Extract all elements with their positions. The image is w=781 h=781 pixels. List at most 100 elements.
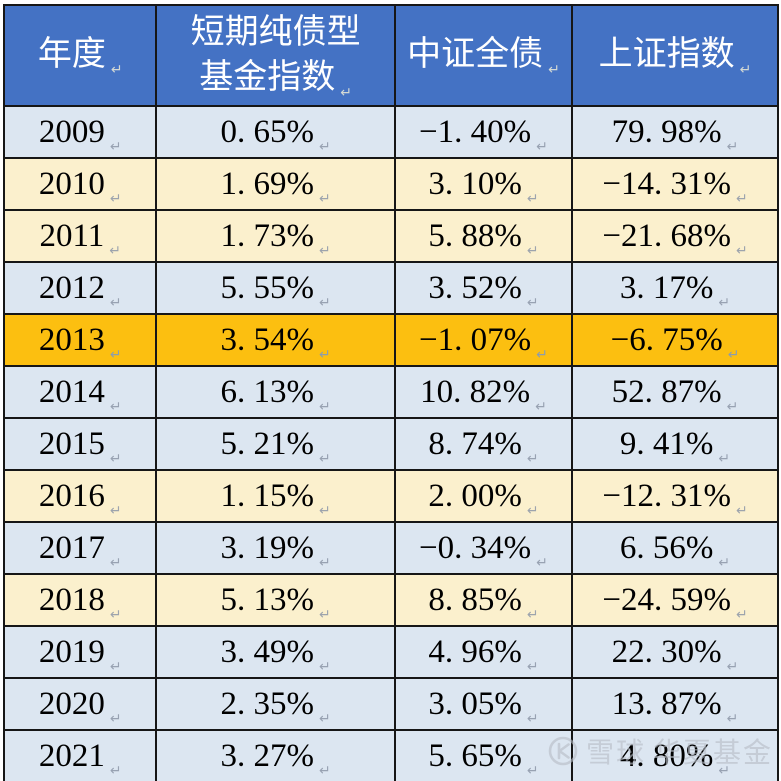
paragraph-mark-icon: ↵ [739,62,752,79]
value-text: 3. 05% [428,685,522,722]
value-cell: 5. 65% ↵ [393,729,574,781]
paragraph-mark-icon: ↵ [548,62,560,79]
table-row: 2014 ↵ 6. 13% ↵ 10. 82% ↵ 52. 87% ↵ [2,365,779,419]
value-cell: 5. 88% ↵ [393,209,574,263]
table-row: 2018 ↵ 5. 13% ↵ 8. 85% ↵ −24. 59% ↵ [2,573,779,627]
paragraph-mark-icon: ↵ [109,398,122,415]
paragraph-mark-icon: ↵ [726,138,739,155]
paragraph-mark-icon: ↵ [109,502,122,519]
value-cell: 3. 19% ↵ [155,521,396,575]
header-row: 年度 ↵ 短期纯债型 基金指数 ↵ 中证全债 ↵ 上证指数 ↵ [2,4,779,107]
value-cell: 4. 96% ↵ [393,625,574,679]
value-cell: 1. 73% ↵ [155,209,396,263]
paragraph-mark-icon: ↵ [526,242,539,259]
value-text: 22. 30% [611,633,722,670]
year-cell: 2010 ↵ [2,157,158,211]
paragraph-mark-icon: ↵ [735,242,748,259]
value-cell: −1. 40% ↵ [393,105,574,159]
year-cell: 2018 ↵ [2,573,158,627]
paragraph-mark-icon: ↵ [319,242,331,259]
value-text: 4. 96% [428,633,522,670]
value-text: 5. 65% [428,737,522,774]
paragraph-mark-icon: ↵ [526,294,539,311]
table-row: 2017 ↵ 3. 19% ↵ −0. 34% ↵ 6. 56% ↵ [2,521,779,575]
year-text: 2017 [38,529,105,566]
value-cell: −12. 31% ↵ [571,469,779,523]
value-cell: −14. 31% ↵ [571,157,779,211]
paragraph-mark-icon: ↵ [109,346,122,363]
year-cell: 2020 ↵ [2,677,158,731]
table-row: 2013 ↵ 3. 54% ↵ −1. 07% ↵ −6. 75% ↵ [2,313,779,367]
paragraph-mark-icon: ↵ [718,294,731,311]
paragraph-mark-icon: ↵ [109,450,122,467]
year-cell: 2009 ↵ [2,105,158,159]
value-text: 3. 19% [220,529,315,566]
value-cell: −1. 07% ↵ [393,313,574,367]
value-text: 5. 88% [428,217,522,254]
paragraph-mark-icon: ↵ [727,346,740,363]
value-text: 9. 41% [619,425,714,462]
year-text: 2015 [38,425,105,462]
paragraph-mark-icon: ↵ [109,710,122,727]
year-text: 2019 [38,633,105,670]
value-cell: −21. 68% ↵ [571,209,779,263]
paragraph-mark-icon: ↵ [109,242,121,259]
year-text: 2010 [38,165,105,202]
value-text: 8. 74% [428,425,522,462]
value-cell: −6. 75% ↵ [571,313,779,367]
value-text: 10. 82% [420,373,531,410]
value-cell: 13. 87% ↵ [571,677,779,731]
year-cell: 2013 ↵ [2,313,158,367]
header-label-year: 年度 [37,36,106,74]
year-text: 2013 [38,321,105,358]
year-cell: 2016 ↵ [2,469,158,523]
paragraph-mark-icon: ↵ [526,502,539,519]
value-cell: −24. 59% ↵ [571,573,779,627]
paragraph-mark-icon: ↵ [718,762,731,779]
value-cell: 2. 35% ↵ [155,677,396,731]
value-cell: 52. 87% ↵ [571,365,779,419]
paragraph-mark-icon: ↵ [319,554,331,571]
value-cell: 0. 65% ↵ [155,105,396,159]
value-cell: 3. 27% ↵ [155,729,396,781]
paragraph-mark-icon: ↵ [319,450,331,467]
value-cell: 22. 30% ↵ [571,625,779,679]
value-text: −6. 75% [610,321,723,358]
year-text: 2014 [38,373,105,410]
paragraph-mark-icon: ↵ [319,502,331,519]
year-text: 2012 [38,269,105,306]
value-cell: 79. 98% ↵ [571,105,779,159]
paragraph-mark-icon: ↵ [340,84,353,101]
value-cell: 3. 49% ↵ [155,625,396,679]
table-row: 2019 ↵ 3. 49% ↵ 4. 96% ↵ 22. 30% ↵ [2,625,779,679]
value-cell: 10. 82% ↵ [393,365,574,419]
year-cell: 2014 ↵ [2,365,158,419]
value-cell: 5. 21% ↵ [155,417,396,471]
paragraph-mark-icon: ↵ [319,658,331,675]
paragraph-mark-icon: ↵ [109,138,122,155]
value-cell: 8. 85% ↵ [393,573,574,627]
paragraph-mark-icon: ↵ [526,190,539,207]
paragraph-mark-icon: ↵ [526,762,539,779]
value-text: 4. 80% [619,737,714,774]
table-row: 2020 ↵ 2. 35% ↵ 3. 05% ↵ 13. 87% ↵ [2,677,779,731]
header-cell-sse-index: 上证指数 ↵ [571,4,779,107]
value-cell: 1. 15% ↵ [155,469,396,523]
value-cell: 2. 00% ↵ [393,469,574,523]
value-text: 6. 56% [619,529,714,566]
value-cell: −0. 34% ↵ [393,521,574,575]
header-cell-fund-index: 短期纯债型 基金指数 ↵ [155,4,396,107]
value-text: 1. 73% [220,217,315,254]
paragraph-mark-icon: ↵ [718,554,731,571]
paragraph-mark-icon: ↵ [109,606,122,623]
year-text: 2018 [38,581,105,618]
year-text: 2020 [38,685,105,722]
value-text: 0. 65% [220,113,315,150]
value-text: 1. 69% [220,165,315,202]
year-cell: 2011 ↵ [2,209,158,263]
value-cell: 1. 69% ↵ [155,157,396,211]
value-text: −1. 40% [419,113,532,150]
paragraph-mark-icon: ↵ [319,398,331,415]
paragraph-mark-icon: ↵ [319,710,331,727]
paragraph-mark-icon: ↵ [526,710,539,727]
